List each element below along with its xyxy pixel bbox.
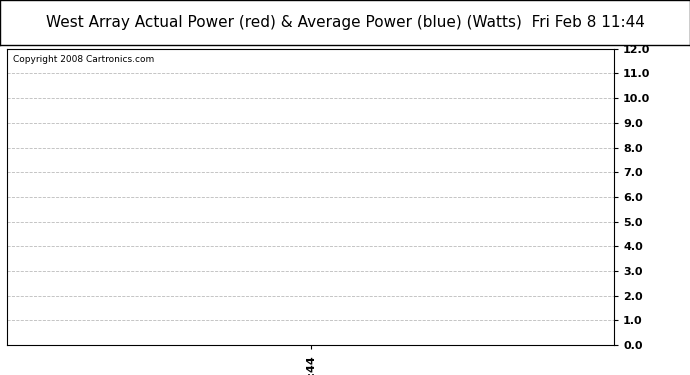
Text: Copyright 2008 Cartronics.com: Copyright 2008 Cartronics.com (13, 55, 155, 64)
Text: West Array Actual Power (red) & Average Power (blue) (Watts)  Fri Feb 8 11:44: West Array Actual Power (red) & Average … (46, 15, 644, 30)
